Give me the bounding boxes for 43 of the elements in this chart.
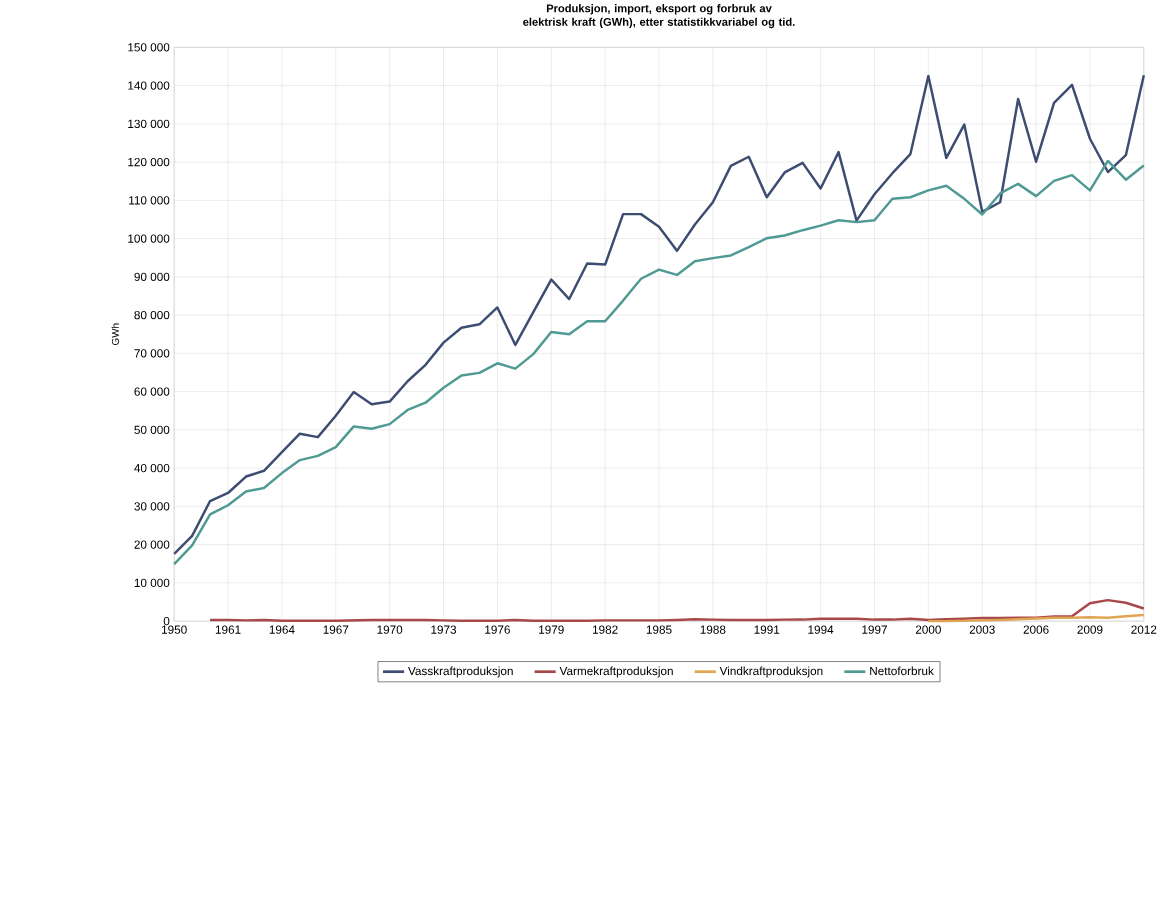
x-tick-label: 1970: [377, 625, 403, 634]
x-tick-label: 1997: [862, 625, 887, 634]
x-tick-label: 1976: [485, 625, 510, 634]
legend-label: Nettoforbruk: [870, 666, 934, 676]
y-tick-label: 120 000: [128, 157, 170, 167]
x-tick-label: 2000: [915, 625, 941, 634]
x-tick-label: 1950: [162, 625, 187, 634]
y-tick-label: 90 000: [134, 272, 170, 281]
legend-label: Varmekraftproduksjon: [559, 666, 673, 678]
y-tick-label: 80 000: [134, 310, 170, 320]
y-tick-label: 0: [163, 616, 170, 626]
x-tick-label: 1973: [431, 625, 457, 634]
y-tick-label: 140 000: [128, 81, 170, 90]
x-tick-label: 1964: [269, 625, 295, 634]
x-tick-label: 1985: [646, 625, 672, 634]
x-tick-label: 2006: [1023, 625, 1049, 634]
y-tick-label: 60 000: [134, 387, 170, 396]
y-tick-label: 20 000: [134, 540, 170, 549]
x-tick-label: 1982: [592, 625, 618, 634]
y-tick-label: 70 000: [134, 349, 170, 358]
legend-label: Vindkraftproduksjon: [719, 666, 823, 678]
chart-title: Produksjon, import, eksport og forbruk av elektrisk kraft (GWh), etter statistikkvariabel og tid.: [523, 4, 795, 29]
y-axis-title: GWh: [111, 323, 119, 345]
line-series: [172, 73, 1146, 555]
line-series: [172, 159, 1146, 566]
x-tick-label: 2012: [1131, 625, 1157, 634]
y-tick-label: 30 000: [134, 502, 170, 511]
y-tick-label: 50 000: [134, 425, 170, 434]
x-tick-label: 2003: [969, 625, 995, 634]
x-tick-label: 2009: [1077, 625, 1103, 634]
x-tick-label: 1991: [754, 625, 780, 634]
y-tick-label: 110 000: [129, 196, 170, 205]
y-tick-label: 10 000: [134, 578, 170, 587]
x-tick-label: 1979: [539, 625, 564, 634]
x-tick-label: 1988: [700, 625, 726, 634]
y-tick-label: 100 000: [128, 234, 170, 243]
y-tick-label: 130 000: [128, 119, 170, 128]
y-tick-label: 150 000: [128, 43, 170, 52]
x-tick-label: 1994: [808, 625, 834, 634]
x-tick-label: 1967: [323, 625, 349, 634]
x-tick-label: 1961: [215, 625, 241, 634]
legend-label: Vasskraftproduksjon: [408, 666, 513, 678]
y-tick-label: 40 000: [134, 463, 170, 473]
